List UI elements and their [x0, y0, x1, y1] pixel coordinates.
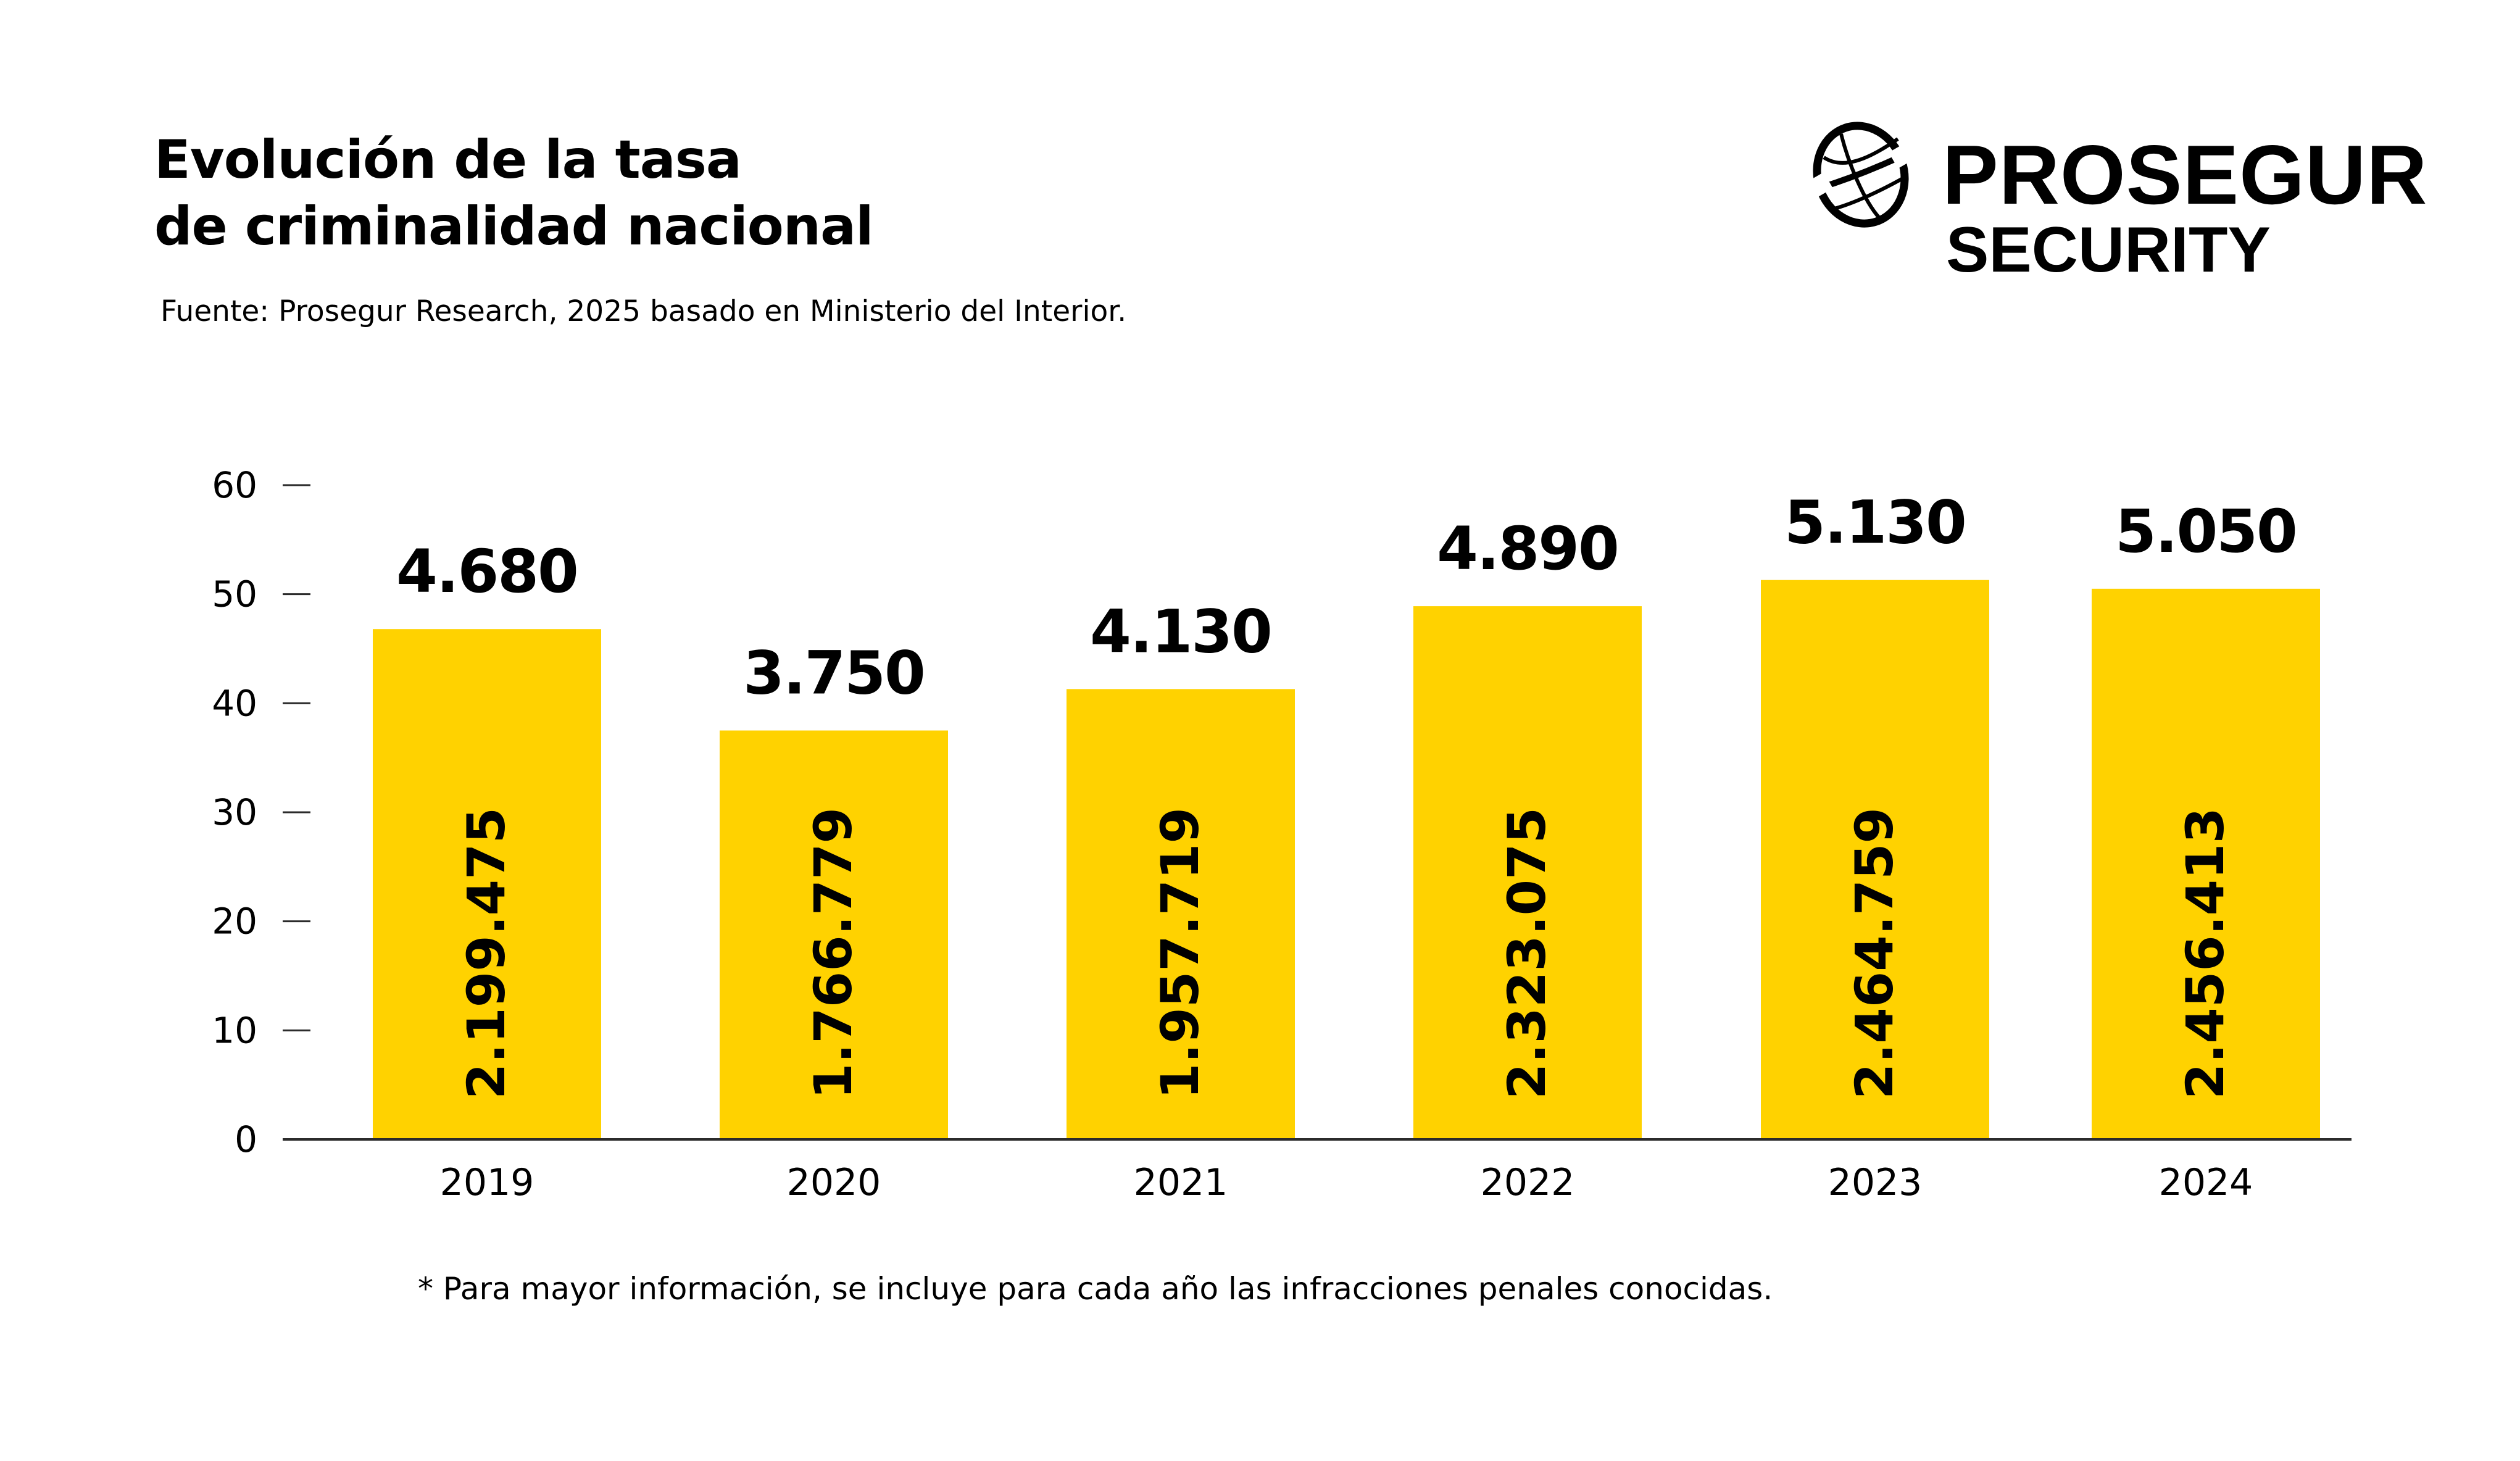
x-tick-label: 2019	[440, 1161, 534, 1204]
source-note: Fuente: Prosegur Research, 2025 basado e…	[160, 294, 1127, 328]
chart-title: Evolución de la tasa de criminalidad nac…	[154, 127, 874, 260]
x-tick-label: 2023	[1828, 1161, 1923, 1204]
bar-inner-label: 1.766.779	[803, 807, 863, 1099]
globe-icon	[1805, 122, 1916, 228]
logo-wordmark: PROSEGUR	[1942, 128, 2428, 222]
bar-2023	[1761, 580, 1989, 1139]
y-tick-label: 20	[212, 901, 257, 943]
bar-inner-label: 2.456.413	[2175, 807, 2235, 1099]
bar-value-label: 4.680	[396, 537, 578, 606]
bar-inner-label: 2.199.475	[456, 807, 517, 1099]
bar-2022	[1413, 606, 1642, 1139]
bar-2020	[720, 730, 948, 1139]
bar-inner-label: 2.323.075	[1497, 807, 1557, 1099]
y-tick-label: 50	[212, 573, 257, 615]
bar-inner-label: 1.957.719	[1150, 807, 1210, 1099]
y-tick-label: 40	[212, 682, 257, 724]
bar-value-label: 4.890	[1437, 514, 1618, 583]
x-tick-label: 2024	[2159, 1161, 2253, 1204]
prosegur-logo: PROSEGUR SECURITY	[1805, 120, 2427, 286]
bar-2021	[1067, 689, 1295, 1139]
y-tick-label: 10	[212, 1009, 257, 1051]
logo-subtitle: SECURITY	[1946, 214, 2271, 286]
bar-value-label: 5.050	[2115, 497, 2297, 566]
bar-value-label: 3.750	[743, 639, 925, 708]
x-tick-label: 2021	[1134, 1161, 1228, 1204]
y-tick-label: 0	[235, 1118, 257, 1160]
bar-value-label: 5.130	[1784, 488, 1966, 557]
x-tick-label: 2020	[787, 1161, 881, 1204]
footnote: * Para mayor información, se incluye par…	[418, 1271, 1773, 1307]
y-tick-label: 30	[212, 791, 257, 833]
bar-inner-label: 2.464.759	[1844, 807, 1905, 1099]
bar-value-label: 4.130	[1090, 597, 1271, 666]
bar-2019	[373, 629, 601, 1139]
chart-title-line-1: Evolución de la tasa	[154, 129, 742, 191]
bar-2024	[2092, 588, 2320, 1139]
y-tick-label: 60	[212, 464, 257, 506]
x-tick-label: 2022	[1481, 1161, 1575, 1204]
chart-title-line-2: de criminalidad nacional	[154, 196, 874, 257]
